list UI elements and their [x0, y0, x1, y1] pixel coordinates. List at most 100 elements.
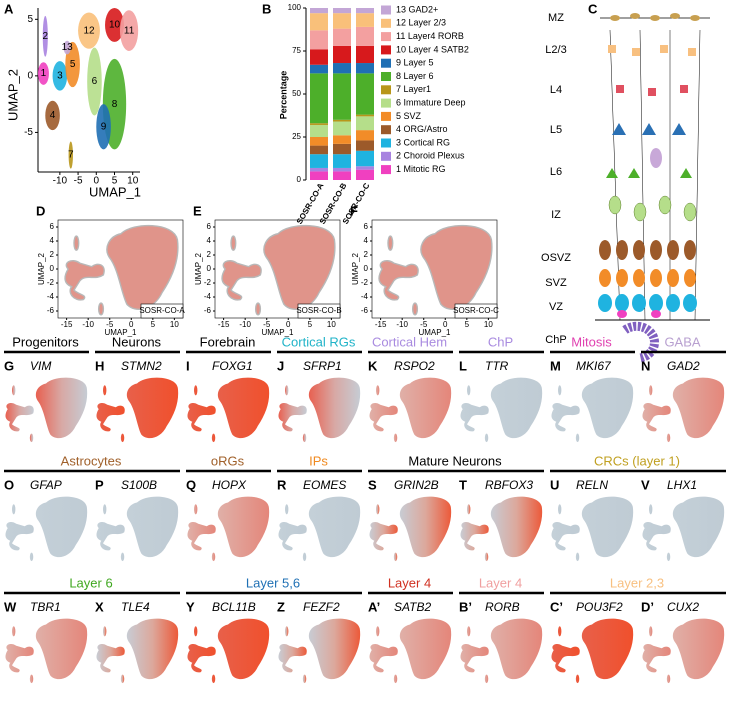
x-tick-label: 10: [484, 320, 493, 329]
legend-swatch: [381, 98, 391, 108]
legend-swatch: [381, 125, 391, 135]
bar-segment: [333, 135, 351, 144]
gene-name: GAD2: [667, 359, 700, 373]
bar-segment: [356, 150, 374, 167]
umap-cells: [378, 224, 493, 316]
x-axis-label: UMAP_1: [261, 328, 294, 337]
bar-segment: [333, 171, 351, 180]
legend-swatch: [381, 85, 391, 95]
gene-name: CUX2: [667, 600, 699, 614]
gene-name: FOXG1: [212, 359, 253, 373]
gene-name: RSPO2: [394, 359, 435, 373]
feature-plot: [551, 618, 634, 684]
group-title: ChP: [488, 334, 513, 349]
gene-name: POU3F2: [576, 600, 623, 614]
layer-label: VZ: [549, 301, 563, 313]
x-tick-label: -10: [82, 320, 94, 329]
y-axis-label: UMAP_2: [194, 252, 203, 285]
cluster-label: 1: [41, 68, 47, 79]
panel-letter: Z: [277, 599, 285, 614]
layer-label: L2/3: [545, 44, 566, 56]
layer-label: ChP: [545, 334, 566, 346]
y-tick-label: 4: [50, 236, 55, 245]
gene-name: LHX1: [667, 478, 697, 492]
cluster-label: 7: [68, 150, 74, 161]
cluster: [63, 40, 71, 55]
panel-letter: J: [277, 358, 284, 373]
bar-segment: [333, 143, 351, 155]
cluster: [78, 12, 100, 49]
feature-plot: [642, 618, 725, 684]
panel-letter: R: [277, 477, 287, 492]
gene-name: TBR1: [30, 600, 61, 614]
cluster-label: 13: [62, 42, 74, 53]
bar-segment: [310, 73, 328, 124]
panel-letter: W: [4, 599, 17, 614]
feature-plot: [278, 618, 361, 684]
legend-label: 3 Cortical RG: [396, 137, 450, 147]
cluster-label: 11: [124, 25, 135, 36]
y-tick-label: 6: [364, 222, 369, 231]
layer-label: L4: [550, 84, 562, 96]
y-tick-label: -4: [47, 292, 55, 301]
bar-segment: [333, 154, 351, 168]
gene-name: S100B: [121, 478, 157, 492]
y-tick-label: -6: [204, 306, 212, 315]
gene-name: BCL11B: [212, 600, 256, 614]
y-tick-label: 2: [207, 250, 212, 259]
panel-letter: S: [368, 477, 377, 492]
panel-letter: G: [4, 358, 14, 373]
cluster-label: 10: [109, 20, 121, 31]
bar-segment: [310, 123, 328, 125]
legend-label: 6 Immature Deep: [396, 97, 466, 107]
bar-segment: [356, 169, 374, 180]
y-tick-label: 0: [50, 264, 55, 273]
group-title: IPs: [309, 453, 328, 468]
y-tick-label: 50: [292, 89, 301, 98]
panel-letter: L: [459, 358, 467, 373]
panel-letter: C: [588, 1, 598, 16]
legend-swatch: [381, 18, 391, 28]
cluster-label: 5: [70, 59, 76, 70]
bar-segment: [310, 167, 328, 172]
group-title: Cortical Hem: [372, 334, 447, 349]
x-tick-label: -5: [420, 320, 428, 329]
legend-label: 11 Layer4 RORB: [396, 31, 464, 41]
gene-name: RBFOX3: [485, 478, 533, 492]
feature-plot: [642, 496, 725, 562]
gene-name: HOPX: [212, 478, 247, 492]
bar-segment: [310, 30, 328, 50]
y-tick-label: 4: [207, 236, 212, 245]
bar-segment: [310, 64, 328, 74]
feature-plot: [96, 377, 179, 443]
bar-segment: [333, 8, 351, 14]
feature-plot: [187, 496, 270, 562]
feature-plot: [96, 618, 179, 684]
feature-plot: [5, 618, 88, 684]
feature-plot: [551, 377, 634, 443]
panel-letter: Q: [186, 477, 196, 492]
y-tick-label: -6: [47, 306, 55, 315]
legend-label: 10 Layer 4 SATB2: [396, 44, 469, 54]
panel-letter: T: [459, 477, 467, 492]
panel-letter: E: [193, 203, 202, 218]
legend-swatch: [381, 138, 391, 148]
x-tick-label: 0: [443, 320, 448, 329]
cluster: [87, 47, 102, 116]
bar-segment: [333, 167, 351, 172]
cluster-label: 4: [50, 110, 56, 121]
legend-swatch: [381, 5, 391, 15]
legend-swatch: [381, 72, 391, 81]
x-tick-label: 10: [127, 176, 139, 187]
feature-plot: [187, 618, 270, 684]
cluster-label: 3: [57, 71, 63, 82]
legend-label: 7 Layer1: [396, 84, 431, 94]
bar-segment: [310, 171, 328, 180]
cluster-label: 6: [92, 76, 98, 87]
gene-name: TTR: [485, 359, 509, 373]
bar-segment: [356, 8, 374, 14]
x-tick-label: -5: [74, 176, 83, 187]
x-axis-label: UMAP_1: [104, 328, 137, 337]
legend-swatch: [381, 165, 391, 175]
